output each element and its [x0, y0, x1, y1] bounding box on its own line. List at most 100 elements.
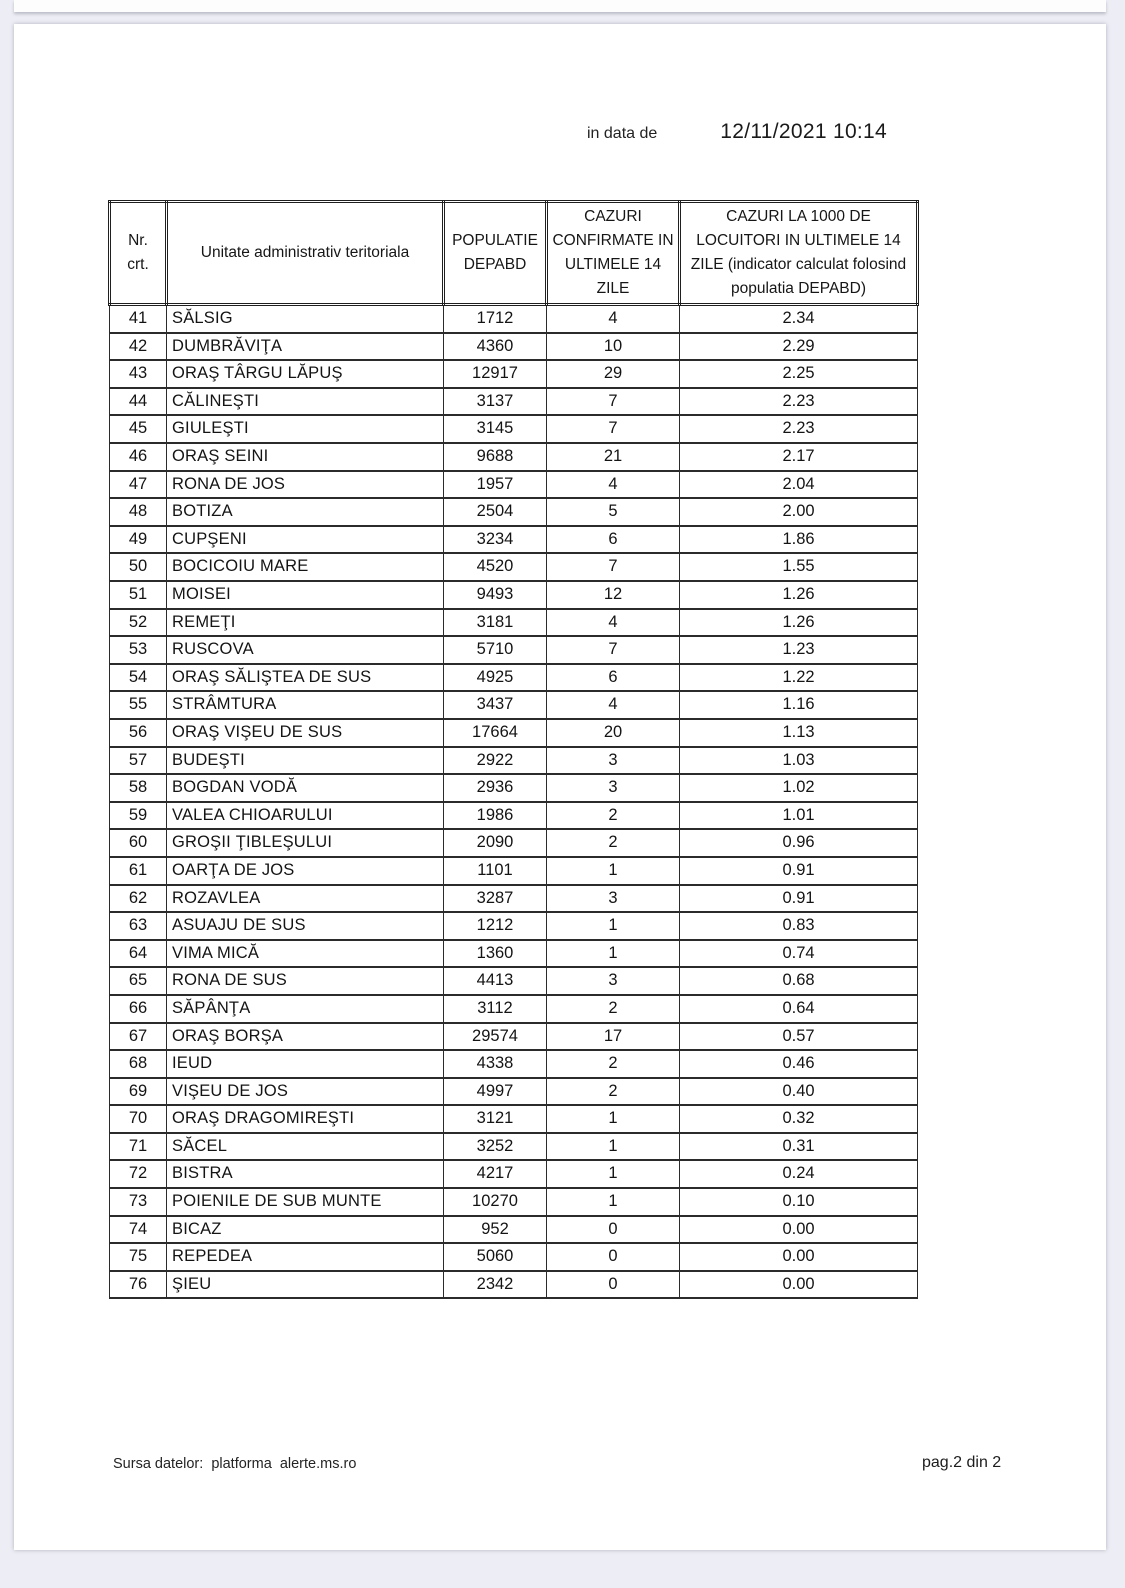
cell-rate: 0.57: [679, 1021, 918, 1052]
table-row: 75 REPEDEA 5060 0 0.00: [109, 1242, 918, 1272]
cell-cases: 3: [546, 773, 680, 803]
cell-rate: 1.03: [679, 745, 918, 776]
cell-nr: 67: [109, 1021, 167, 1052]
cell-cases: 10: [546, 331, 680, 362]
cell-unit-name: BOGDAN VODĂ: [166, 773, 444, 803]
cell-rate: 2.23: [679, 386, 918, 417]
cell-cases: 1: [546, 1159, 680, 1190]
cell-population: 4360: [443, 331, 547, 362]
column-header-cases: CAZURI CONFIRMATE IN ULTIMELE 14 ZILE: [545, 199, 681, 307]
cell-rate: 2.17: [679, 442, 918, 472]
cell-nr: 47: [109, 469, 167, 500]
document-page: in data de 12/11/2021 10:14 Nr. crt. Uni…: [14, 24, 1106, 1550]
cell-population: 3121: [443, 1104, 547, 1134]
cell-population: 3145: [443, 414, 547, 445]
cell-population: 4997: [443, 1076, 547, 1107]
table-row: 44 CĂLINEŞTI 3137 7 2.23: [109, 386, 918, 417]
footer-source: Sursa datelor: platforma alerte.ms.ro: [113, 1456, 357, 1472]
cell-nr: 60: [109, 828, 167, 858]
table-row: 49 CUPŞENI 3234 6 1.86: [109, 524, 918, 555]
cell-cases: 6: [546, 662, 680, 693]
table-row: 45 GIULEŞTI 3145 7 2.23: [109, 414, 918, 445]
cell-unit-name: BUDEŞTI: [166, 745, 444, 776]
cell-population: 2936: [443, 773, 547, 803]
table-row: 63 ASUAJU DE SUS 1212 1 0.83: [109, 911, 918, 941]
cell-cases: 1: [546, 1187, 680, 1217]
cell-unit-name: ROZAVLEA: [166, 883, 444, 914]
cell-nr: 41: [109, 303, 167, 334]
cell-unit-name: ORAŞ SĂLIŞTEA DE SUS: [166, 662, 444, 693]
cell-cases: 1: [546, 911, 680, 941]
table-row: 61 OARŢA DE JOS 1101 1 0.91: [109, 855, 918, 886]
cell-unit-name: VIMA MICĂ: [166, 938, 444, 969]
cell-rate: 0.64: [679, 993, 918, 1024]
footer-page-number: pag.2 din 2: [922, 1454, 1002, 1471]
table-row: 59 VALEA CHIOARULUI 1986 2 1.01: [109, 800, 918, 831]
cell-unit-name: SĂLSIG: [166, 303, 444, 334]
table-row: 43 ORAŞ TÂRGU LĂPUŞ 12917 29 2.25: [109, 359, 918, 389]
cell-cases: 4: [546, 690, 680, 720]
table-row: 64 VIMA MICĂ 1360 1 0.74: [109, 938, 918, 969]
cell-rate: 0.74: [679, 938, 918, 969]
cell-population: 4217: [443, 1159, 547, 1190]
cell-rate: 0.24: [679, 1159, 918, 1190]
cell-unit-name: ASUAJU DE SUS: [166, 911, 444, 941]
cell-population: 3287: [443, 883, 547, 914]
cell-unit-name: REPEDEA: [166, 1242, 444, 1272]
cell-cases: 2: [546, 800, 680, 831]
cell-nr: 65: [109, 966, 167, 996]
cell-cases: 3: [546, 966, 680, 996]
cell-nr: 66: [109, 993, 167, 1024]
cell-nr: 73: [109, 1187, 167, 1217]
cell-population: 2090: [443, 828, 547, 858]
table-row: 67 ORAŞ BORŞA 29574 17 0.57: [109, 1021, 918, 1052]
cell-nr: 74: [109, 1214, 167, 1245]
cell-rate: 1.26: [679, 607, 918, 638]
cell-rate: 0.00: [679, 1214, 918, 1245]
cell-population: 1712: [443, 303, 547, 334]
cell-population: 2922: [443, 745, 547, 776]
cell-cases: 1: [546, 855, 680, 886]
cell-unit-name: CUPŞENI: [166, 524, 444, 555]
table-row: 76 ŞIEU 2342 0 0.00: [109, 1269, 918, 1300]
table-row: 72 BISTRA 4217 1 0.24: [109, 1159, 918, 1190]
cell-population: 12917: [443, 359, 547, 389]
date-label: in data de: [587, 125, 658, 142]
cell-cases: 6: [546, 524, 680, 555]
table-row: 51 MOISEI 9493 12 1.26: [109, 580, 918, 610]
cell-rate: 1.01: [679, 800, 918, 831]
cell-population: 1212: [443, 911, 547, 941]
table-row: 42 DUMBRĂVIŢA 4360 10 2.29: [109, 331, 918, 362]
cell-unit-name: GROŞII ŢIBLEŞULUI: [166, 828, 444, 858]
cell-population: 1360: [443, 938, 547, 969]
cell-nr: 56: [109, 717, 167, 748]
cell-nr: 43: [109, 359, 167, 389]
cell-population: 3252: [443, 1131, 547, 1162]
cell-nr: 69: [109, 1076, 167, 1107]
table-row: 65 RONA DE SUS 4413 3 0.68: [109, 966, 918, 996]
cell-population: 9688: [443, 442, 547, 472]
cell-nr: 70: [109, 1104, 167, 1134]
cell-rate: 1.16: [679, 690, 918, 720]
cell-cases: 2: [546, 828, 680, 858]
table-row: 70 ORAŞ DRAGOMIREŞTI 3121 1 0.32: [109, 1104, 918, 1134]
cell-unit-name: ORAŞ BORŞA: [166, 1021, 444, 1052]
cell-population: 4338: [443, 1049, 547, 1079]
cell-unit-name: ORAŞ VIŞEU DE SUS: [166, 717, 444, 748]
cell-rate: 1.22: [679, 662, 918, 693]
table-row: 52 REMEŢI 3181 4 1.26: [109, 607, 918, 638]
cell-nr: 59: [109, 800, 167, 831]
cell-rate: 0.32: [679, 1104, 918, 1134]
cell-unit-name: ORAŞ DRAGOMIREŞTI: [166, 1104, 444, 1134]
cell-population: 17664: [443, 717, 547, 748]
column-header-unit: Unitate administrativ teritoriala: [165, 199, 445, 307]
cell-nr: 54: [109, 662, 167, 693]
cell-nr: 42: [109, 331, 167, 362]
cell-nr: 53: [109, 635, 167, 665]
cell-rate: 2.29: [679, 331, 918, 362]
cell-unit-name: REMEŢI: [166, 607, 444, 638]
cell-rate: 1.86: [679, 524, 918, 555]
cell-nr: 62: [109, 883, 167, 914]
cell-rate: 1.02: [679, 773, 918, 803]
cell-rate: 0.91: [679, 855, 918, 886]
